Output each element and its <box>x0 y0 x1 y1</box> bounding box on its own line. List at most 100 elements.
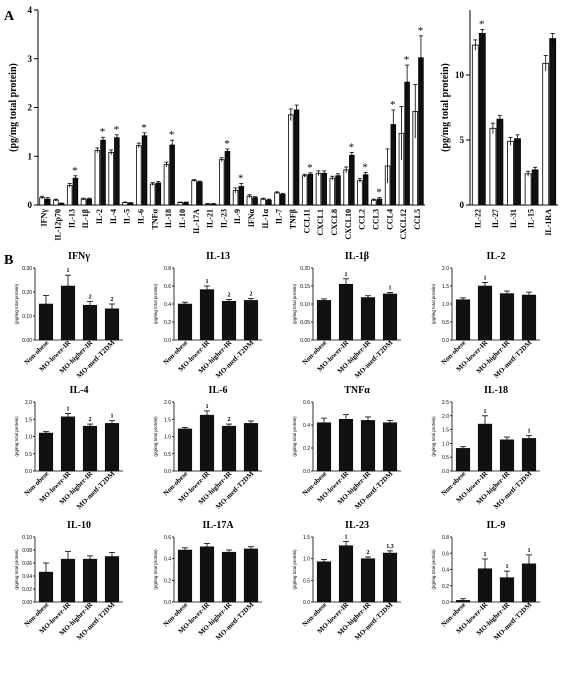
y-tick-label: 2.0 <box>442 266 449 272</box>
bar <box>60 285 76 341</box>
significance-marker: * <box>390 99 396 111</box>
bar <box>496 118 504 206</box>
bar <box>357 180 363 206</box>
bar <box>316 561 332 603</box>
x-tick-label: IL-7 <box>275 209 284 224</box>
bar <box>243 423 259 472</box>
significance-marker: * <box>349 141 355 153</box>
y-tick-label: 0.0 <box>442 469 449 475</box>
y-tick-label: 0.10 <box>300 302 310 308</box>
y-tick-label: 0.08 <box>22 548 32 554</box>
chart-title: IL-9 <box>487 520 506 531</box>
chart-title: IL-13 <box>206 251 230 262</box>
bar <box>315 172 322 206</box>
bar <box>343 169 349 206</box>
bar <box>360 297 376 341</box>
x-tick-label: CCL3 <box>371 209 380 230</box>
chart-title: TNFα <box>344 385 370 396</box>
bar <box>72 177 79 206</box>
bar <box>60 416 76 472</box>
significance-marker: * <box>114 124 120 136</box>
chart-title: IL-1β <box>345 251 369 262</box>
x-tick-label: IL-1β <box>81 209 90 228</box>
bar <box>455 299 471 341</box>
bar <box>489 127 497 206</box>
y-axis-label: (pg/mg total protein) <box>14 416 19 457</box>
y-tick-label: 0.4 <box>442 568 449 574</box>
bar <box>38 571 54 603</box>
y-tick-label: 0.4 <box>164 302 171 308</box>
data-label: 2 <box>228 293 231 299</box>
bar <box>221 551 237 603</box>
bar <box>108 151 114 206</box>
x-tick-label: IL-1α <box>261 208 270 228</box>
x-tick-label: TNFβ <box>289 209 298 229</box>
y-tick-label: 0.0 <box>164 600 171 606</box>
data-label: 1 <box>67 406 70 412</box>
data-label: 1 <box>506 564 509 570</box>
data-label: 1,3 <box>386 544 394 550</box>
bar <box>199 414 215 472</box>
bar <box>477 568 493 603</box>
bar <box>149 183 156 206</box>
y-axis-label: (pg/mg total protein) <box>431 549 436 590</box>
data-label: 1 <box>484 275 487 281</box>
bar <box>338 419 354 472</box>
bar <box>499 577 515 603</box>
bar <box>477 285 493 341</box>
chart-b-11: IL-9 0.0 0.2 0.4 0.6 0.8 (pg/mg total protein)… <box>431 520 540 642</box>
bar <box>478 33 486 206</box>
bar <box>243 300 259 341</box>
y-axis-label: (pg/mg total protein) <box>431 416 436 457</box>
bar <box>521 438 537 472</box>
bar <box>177 428 193 472</box>
bar <box>199 546 215 603</box>
bar <box>82 304 98 341</box>
y-tick-label: 0.8 <box>164 266 171 272</box>
significance-marker: * <box>362 161 368 173</box>
significance-marker: * <box>404 54 410 66</box>
bar <box>455 600 471 603</box>
y-axis-label: (pg/mg total protein) <box>440 63 451 152</box>
bar <box>382 422 398 472</box>
bar <box>382 293 398 341</box>
bar <box>316 422 332 472</box>
bar <box>224 150 231 206</box>
x-tick-label: IFNα <box>247 208 256 227</box>
x-tick-label: IL-10 <box>178 209 187 228</box>
y-axis-label: (pg/mg total protein) <box>8 63 19 152</box>
x-tick-label: IL-5 <box>123 209 132 224</box>
y-tick-label: 0.0 <box>303 600 310 606</box>
bar <box>136 145 142 206</box>
x-tick-label: TNFα <box>150 208 159 229</box>
y-tick-label: 0.04 <box>22 574 32 580</box>
y-tick-label: 0.0 <box>303 469 310 475</box>
y-tick-label: 0.15 <box>300 284 310 290</box>
data-label: 1 <box>528 429 531 435</box>
bar <box>321 172 327 206</box>
data-label: 2 <box>111 297 114 303</box>
bar <box>521 563 537 603</box>
data-label: 1 <box>389 285 392 291</box>
data-label: 1 <box>528 548 531 554</box>
data-label: 1 <box>484 552 487 558</box>
y-tick-label: 0.2 <box>442 584 449 590</box>
data-label: 1 <box>345 272 348 278</box>
x-tick-label: IL-27 <box>491 209 500 228</box>
y-tick-label: 0.0 <box>442 600 449 606</box>
data-label: 2 <box>250 292 253 298</box>
y-tick-label: 0.0 <box>164 469 171 475</box>
bar <box>221 301 237 341</box>
x-tick-label: IL-31 <box>509 209 518 228</box>
bar <box>169 144 175 206</box>
bar <box>514 138 521 206</box>
bar <box>360 558 376 603</box>
y-tick-label: 0 <box>460 200 465 210</box>
y-tick-label: 4 <box>28 5 33 15</box>
bar <box>418 57 424 206</box>
y-axis-label: (pg/mg total protein) <box>153 549 158 590</box>
chart-a0: 0 1 2 3 4 (pg/mg total protein) IFNγ IL-12p70 * I… <box>8 5 425 241</box>
y-tick-label: 10 <box>455 70 465 80</box>
bar <box>100 139 106 206</box>
